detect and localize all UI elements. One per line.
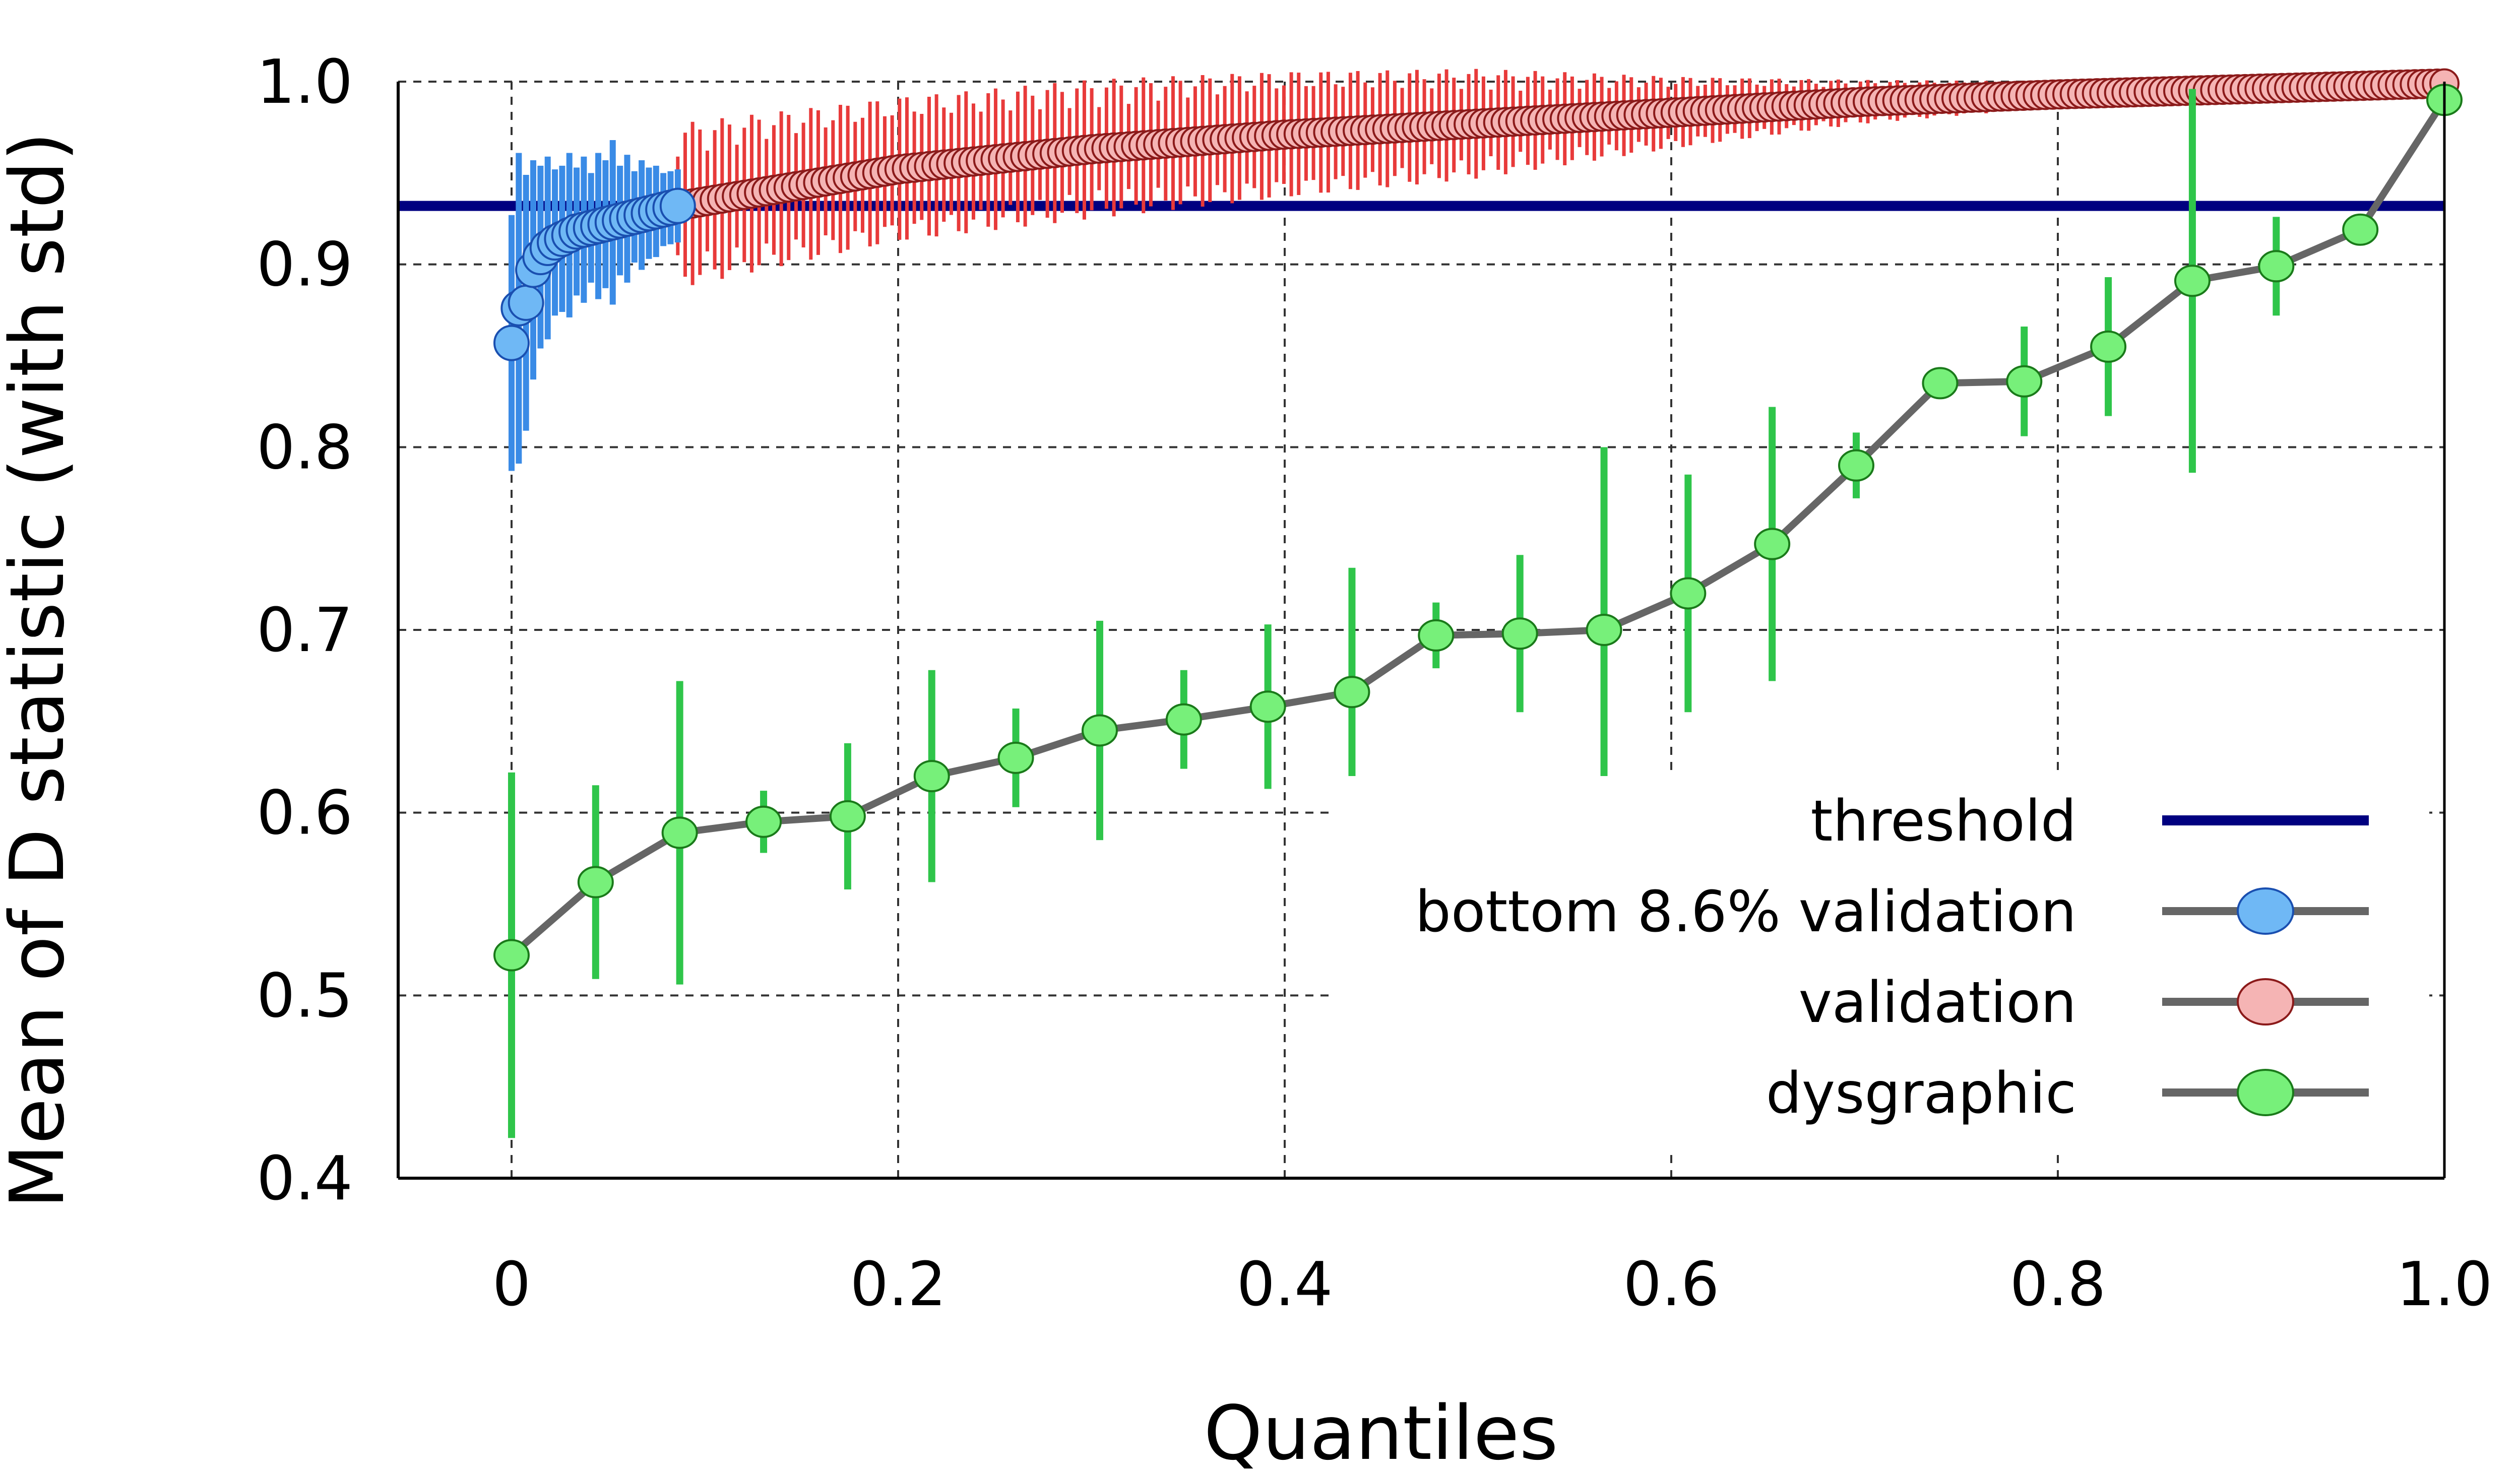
dysgraphic-marker xyxy=(1586,614,1622,646)
bottom-validation-series xyxy=(493,140,696,471)
legend: threshold bottom 8.6% validation validatio… xyxy=(1331,776,2429,1149)
dysgraphic-marker xyxy=(1754,528,1791,560)
bottom-validation-marker xyxy=(659,187,696,224)
x-tick-label: 0 xyxy=(492,1250,531,1320)
legend-marker-swatch xyxy=(2237,887,2294,935)
dysgraphic-marker xyxy=(661,816,698,849)
dysgraphic-marker xyxy=(1165,703,1202,736)
bottom-validation-marker xyxy=(493,325,530,361)
x-axis-title: Quantiles xyxy=(1204,1390,1558,1475)
dysgraphic-marker xyxy=(913,760,950,793)
legend-label: threshold xyxy=(1811,789,2076,854)
x-tick-label: 1.0 xyxy=(2397,1250,2493,1320)
y-tick-label: 0.6 xyxy=(257,779,353,849)
dysgraphic-marker xyxy=(2174,265,2211,297)
dysgraphic-marker xyxy=(829,800,866,832)
dysgraphic-marker xyxy=(493,939,530,972)
dysgraphic-marker xyxy=(745,805,782,838)
dysgraphic-marker xyxy=(997,741,1034,774)
dysgraphic-series xyxy=(493,84,2463,1138)
x-tick-label: 0.8 xyxy=(2010,1250,2106,1320)
x-tick-label: 0.2 xyxy=(850,1250,947,1320)
legend-label: validation xyxy=(1799,970,2076,1036)
dysgraphic-marker xyxy=(1922,367,1959,400)
dysgraphic-marker xyxy=(577,866,614,899)
y-tick-label: 0.4 xyxy=(257,1144,353,1214)
y-tick-label: 0.7 xyxy=(257,596,353,666)
dysgraphic-marker xyxy=(2090,330,2127,363)
axes xyxy=(397,82,2446,1180)
legend-label: bottom 8.6% validation xyxy=(1415,879,2076,945)
dysgraphic-marker xyxy=(1838,449,1875,482)
dysgraphic-marker xyxy=(1249,690,1286,723)
dysgraphic-marker xyxy=(1081,714,1118,747)
dysgraphic-marker xyxy=(2006,365,2043,398)
legend-label: dysgraphic xyxy=(1766,1061,2076,1126)
y-tick-label: 0.8 xyxy=(257,413,353,483)
dysgraphic-marker xyxy=(1334,676,1370,709)
tick-labels: 0.4 0.5 0.6 0.7 0.8 0.9 1.0 0 0.2 0.4 0.6 0.8 1.0 xyxy=(257,47,2492,1320)
bottom-validation-marker xyxy=(508,284,544,321)
y-tick-label: 0.5 xyxy=(257,961,353,1031)
y-axis-title: Mean of D statistic (with std) xyxy=(0,132,81,1208)
y-tick-label: 1.0 xyxy=(257,47,353,117)
dysgraphic-marker xyxy=(1670,577,1707,610)
legend-marker-swatch xyxy=(2237,978,2294,1025)
legend-marker-swatch xyxy=(2237,1069,2294,1116)
dysgraphic-marker xyxy=(2258,250,2295,283)
dysgraphic-marker xyxy=(1418,619,1455,652)
dysgraphic-marker xyxy=(1501,617,1538,650)
y-tick-label: 0.9 xyxy=(257,230,353,300)
x-tick-label: 0.4 xyxy=(1237,1250,1333,1320)
dysgraphic-marker xyxy=(2342,213,2379,246)
x-tick-label: 0.6 xyxy=(1623,1250,1720,1320)
